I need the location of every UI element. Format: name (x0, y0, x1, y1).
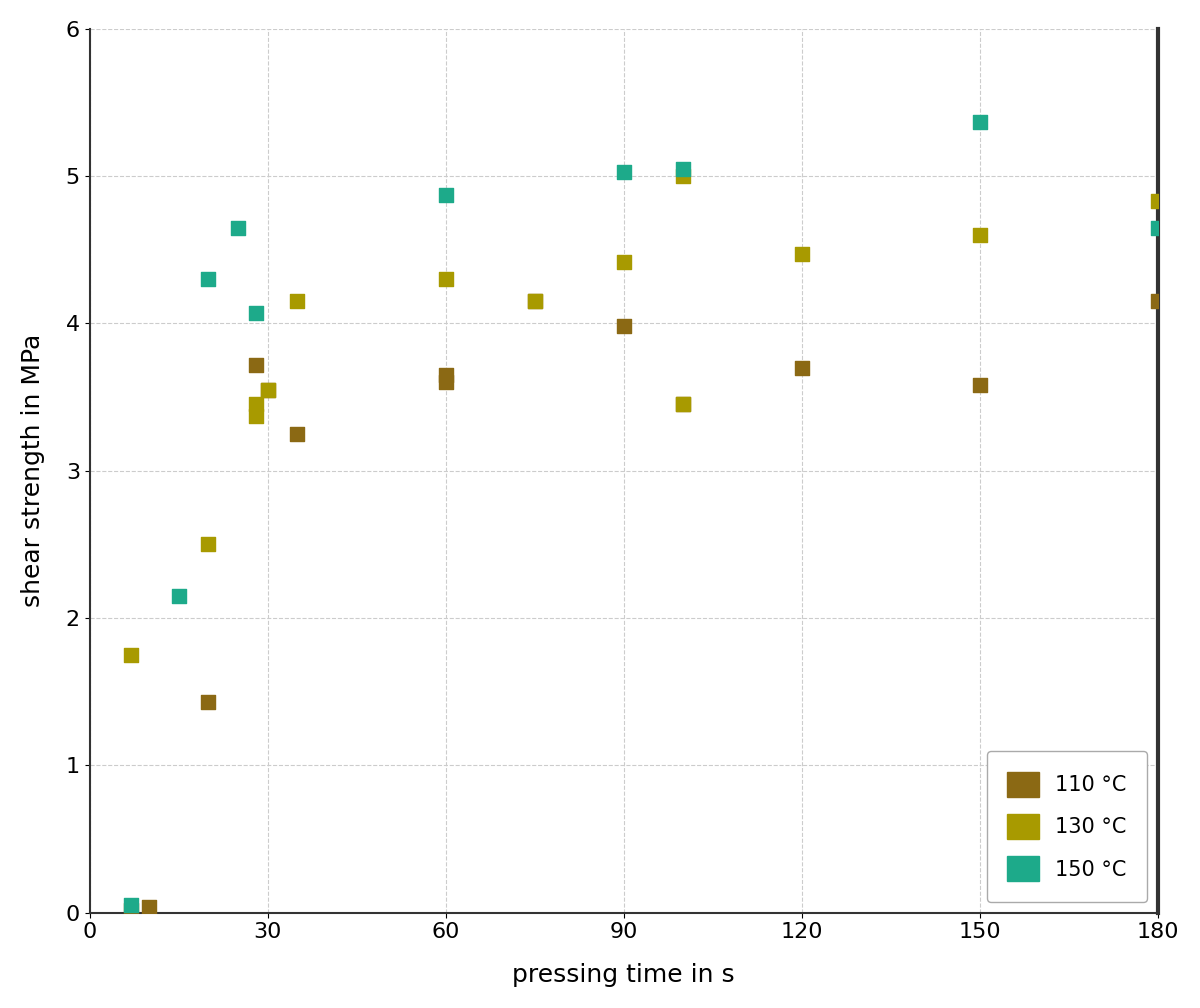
130 °C (121, 647, 140, 663)
110 °C (614, 319, 634, 335)
130 °C (246, 408, 265, 424)
Y-axis label: shear strength in MPa: shear strength in MPa (20, 334, 44, 608)
130 °C (288, 293, 307, 309)
130 °C (673, 168, 692, 184)
X-axis label: pressing time in s: pressing time in s (512, 964, 736, 987)
130 °C (199, 536, 218, 552)
130 °C (526, 293, 545, 309)
110 °C (199, 694, 218, 710)
110 °C (121, 901, 140, 917)
130 °C (258, 382, 277, 398)
150 °C (971, 114, 990, 130)
110 °C (673, 396, 692, 412)
150 °C (1148, 220, 1168, 236)
150 °C (673, 160, 692, 176)
130 °C (1148, 194, 1168, 210)
110 °C (258, 382, 277, 398)
130 °C (673, 396, 692, 412)
110 °C (526, 293, 545, 309)
110 °C (139, 899, 158, 915)
150 °C (614, 163, 634, 179)
150 °C (121, 897, 140, 913)
150 °C (199, 271, 218, 287)
130 °C (436, 271, 455, 287)
110 °C (288, 425, 307, 442)
110 °C (436, 374, 455, 390)
110 °C (246, 357, 265, 373)
110 °C (1148, 293, 1168, 309)
130 °C (246, 396, 265, 412)
110 °C (792, 360, 811, 376)
130 °C (792, 246, 811, 262)
Legend: 110 °C, 130 °C, 150 °C: 110 °C, 130 °C, 150 °C (986, 751, 1147, 902)
150 °C (228, 220, 247, 236)
130 °C (614, 253, 634, 269)
130 °C (971, 227, 990, 243)
150 °C (436, 187, 455, 204)
110 °C (971, 377, 990, 393)
150 °C (246, 305, 265, 322)
110 °C (436, 367, 455, 383)
150 °C (169, 588, 188, 604)
